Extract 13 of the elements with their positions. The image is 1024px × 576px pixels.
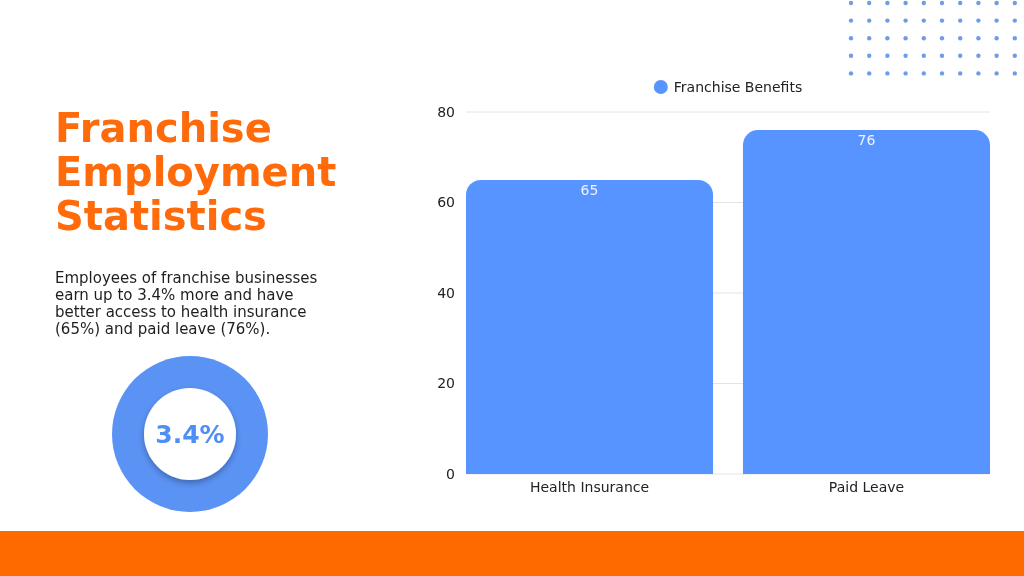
legend-label: Franchise Benefits [673, 78, 803, 95]
y-tick-label: 0 [446, 465, 455, 482]
x-tick-label: Paid Leave [828, 479, 905, 495]
data-label: 76 [857, 132, 876, 149]
text: 3.4% [155, 420, 225, 449]
text: Franchise Employment Statistics [55, 105, 337, 239]
text: Employees of franchise businesses earn up to 3.4% more and have better access to health insurance (65%) and paid leave (76%). [55, 269, 318, 338]
y-tick-label: 80 [437, 103, 455, 120]
y-tick-label: 40 [437, 284, 455, 301]
x-tick-label: Health Insurance [529, 479, 650, 495]
y-tick-label: 60 [437, 194, 455, 211]
y-tick-label: 20 [437, 375, 455, 392]
data-label: 65 [580, 181, 599, 198]
